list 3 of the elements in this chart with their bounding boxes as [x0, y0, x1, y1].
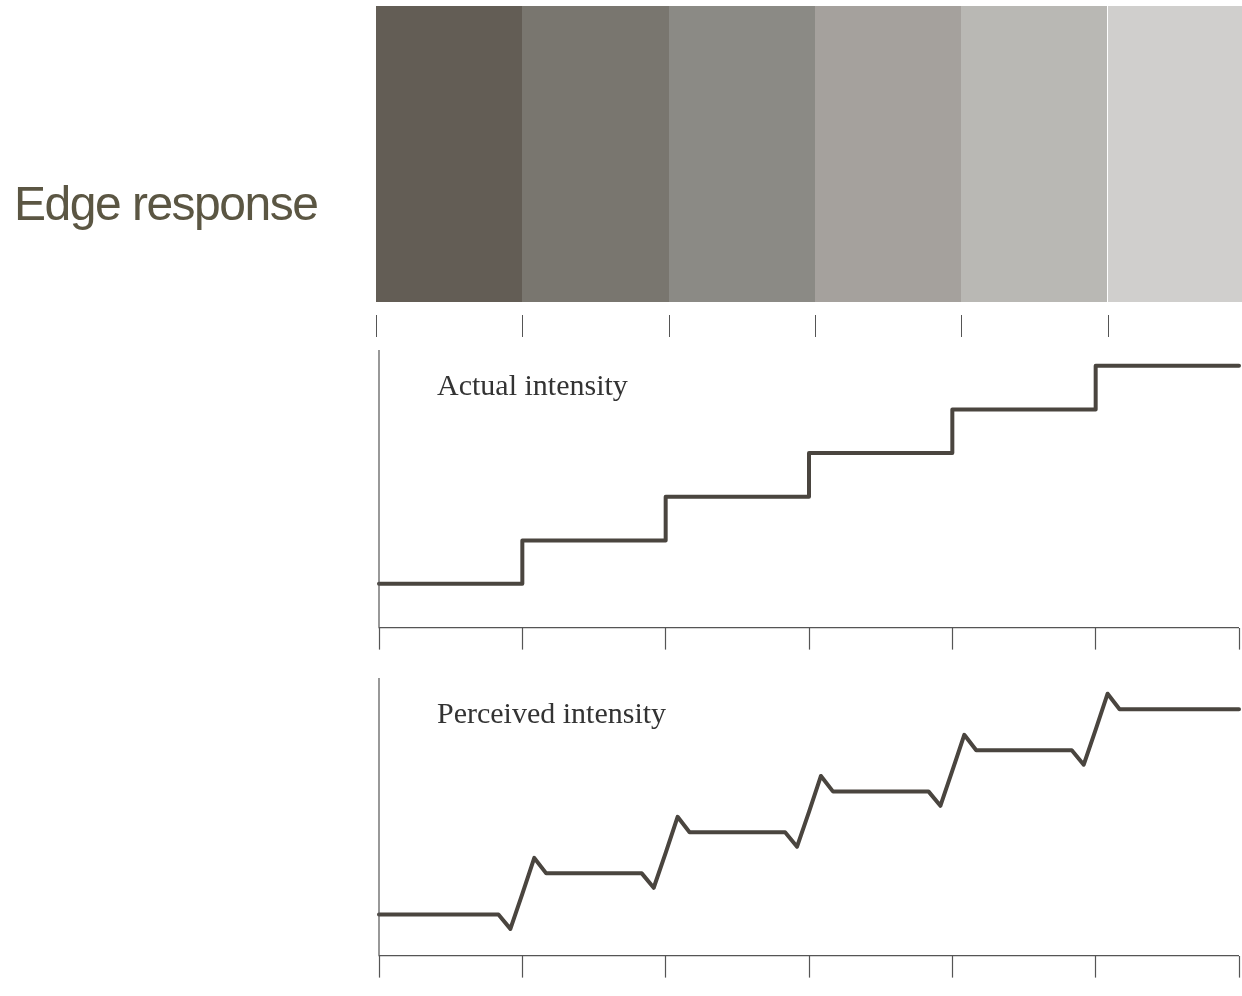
annotation: Perceived intensity — [437, 695, 667, 729]
chart-title: Edge response — [14, 176, 318, 231]
annotation: Actual intensity — [437, 367, 628, 401]
